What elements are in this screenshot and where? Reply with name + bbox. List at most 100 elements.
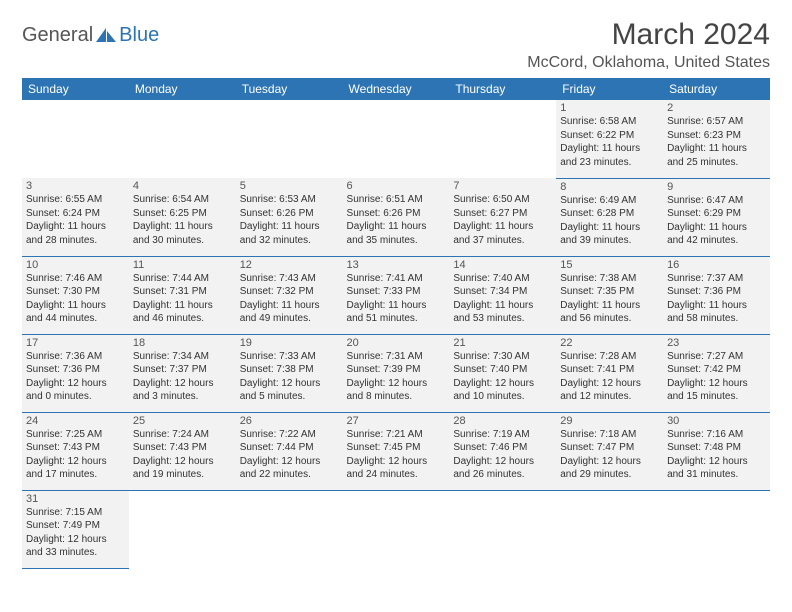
sunset-text: Sunset: 7:40 PM (453, 363, 552, 377)
daylight-text: Daylight: 12 hours and 19 minutes. (133, 455, 232, 482)
calendar-day-cell: 5Sunrise: 6:53 AMSunset: 6:26 PMDaylight… (236, 178, 343, 256)
sunrise-text: Sunrise: 6:50 AM (453, 193, 552, 207)
day-number: 28 (453, 415, 552, 427)
sunset-text: Sunset: 7:36 PM (26, 363, 125, 377)
logo-text-blue: Blue (119, 24, 159, 47)
calendar-day-cell: 19Sunrise: 7:33 AMSunset: 7:38 PMDayligh… (236, 334, 343, 412)
sunrise-text: Sunrise: 7:41 AM (347, 272, 446, 286)
calendar-day-cell: 25Sunrise: 7:24 AMSunset: 7:43 PMDayligh… (129, 412, 236, 490)
day-header: Wednesday (343, 78, 450, 100)
logo-text-general: General (22, 24, 93, 47)
sunrise-text: Sunrise: 6:53 AM (240, 193, 339, 207)
day-header: Tuesday (236, 78, 343, 100)
daylight-text: Daylight: 11 hours and 32 minutes. (240, 220, 339, 247)
day-number: 27 (347, 415, 446, 427)
day-number: 16 (667, 259, 766, 271)
calendar-day-cell (236, 100, 343, 178)
day-number: 17 (26, 337, 125, 349)
daylight-text: Daylight: 12 hours and 22 minutes. (240, 455, 339, 482)
daylight-text: Daylight: 11 hours and 42 minutes. (667, 221, 766, 248)
day-number: 11 (133, 259, 232, 271)
daylight-text: Daylight: 11 hours and 25 minutes. (667, 142, 766, 169)
daylight-text: Daylight: 11 hours and 49 minutes. (240, 299, 339, 326)
calendar-day-cell (449, 100, 556, 178)
day-number: 31 (26, 493, 125, 505)
calendar-day-cell: 1Sunrise: 6:58 AMSunset: 6:22 PMDaylight… (556, 100, 663, 178)
calendar-day-cell: 27Sunrise: 7:21 AMSunset: 7:45 PMDayligh… (343, 412, 450, 490)
sunrise-text: Sunrise: 7:37 AM (667, 272, 766, 286)
sunset-text: Sunset: 7:38 PM (240, 363, 339, 377)
calendar-week-row: 17Sunrise: 7:36 AMSunset: 7:36 PMDayligh… (22, 334, 770, 412)
sunrise-text: Sunrise: 7:28 AM (560, 350, 659, 364)
daylight-text: Daylight: 12 hours and 17 minutes. (26, 455, 125, 482)
calendar-week-row: 31Sunrise: 7:15 AMSunset: 7:49 PMDayligh… (22, 490, 770, 568)
day-header: Friday (556, 78, 663, 100)
daylight-text: Daylight: 11 hours and 37 minutes. (453, 220, 552, 247)
calendar-day-cell: 16Sunrise: 7:37 AMSunset: 7:36 PMDayligh… (663, 256, 770, 334)
calendar-body: 1Sunrise: 6:58 AMSunset: 6:22 PMDaylight… (22, 100, 770, 568)
day-number: 26 (240, 415, 339, 427)
daylight-text: Daylight: 12 hours and 33 minutes. (26, 533, 125, 560)
calendar-day-cell: 24Sunrise: 7:25 AMSunset: 7:43 PMDayligh… (22, 412, 129, 490)
day-header: Monday (129, 78, 236, 100)
calendar-week-row: 3Sunrise: 6:55 AMSunset: 6:24 PMDaylight… (22, 178, 770, 256)
sunset-text: Sunset: 7:30 PM (26, 285, 125, 299)
sunrise-text: Sunrise: 7:33 AM (240, 350, 339, 364)
daylight-text: Daylight: 11 hours and 30 minutes. (133, 220, 232, 247)
sunrise-text: Sunrise: 7:21 AM (347, 428, 446, 442)
calendar-day-cell: 8Sunrise: 6:49 AMSunset: 6:28 PMDaylight… (556, 178, 663, 256)
sunset-text: Sunset: 7:43 PM (133, 441, 232, 455)
daylight-text: Daylight: 12 hours and 0 minutes. (26, 377, 125, 404)
sunset-text: Sunset: 6:23 PM (667, 129, 766, 143)
page-header: General Blue March 2024 McCord, Oklahoma… (22, 18, 770, 72)
day-number: 22 (560, 337, 659, 349)
sunset-text: Sunset: 6:29 PM (667, 207, 766, 221)
sunset-text: Sunset: 7:47 PM (560, 441, 659, 455)
daylight-text: Daylight: 12 hours and 31 minutes. (667, 455, 766, 482)
sunrise-text: Sunrise: 7:43 AM (240, 272, 339, 286)
sunset-text: Sunset: 7:36 PM (667, 285, 766, 299)
daylight-text: Daylight: 11 hours and 51 minutes. (347, 299, 446, 326)
title-block: March 2024 McCord, Oklahoma, United Stat… (527, 18, 770, 72)
sunset-text: Sunset: 7:31 PM (133, 285, 232, 299)
sunrise-text: Sunrise: 7:19 AM (453, 428, 552, 442)
calendar-week-row: 1Sunrise: 6:58 AMSunset: 6:22 PMDaylight… (22, 100, 770, 178)
calendar-day-cell (663, 490, 770, 568)
calendar-day-cell (343, 100, 450, 178)
calendar-week-row: 24Sunrise: 7:25 AMSunset: 7:43 PMDayligh… (22, 412, 770, 490)
daylight-text: Daylight: 11 hours and 35 minutes. (347, 220, 446, 247)
sunset-text: Sunset: 7:45 PM (347, 441, 446, 455)
day-header-row: Sunday Monday Tuesday Wednesday Thursday… (22, 78, 770, 100)
calendar-day-cell: 30Sunrise: 7:16 AMSunset: 7:48 PMDayligh… (663, 412, 770, 490)
day-number: 6 (347, 180, 446, 192)
calendar-day-cell: 4Sunrise: 6:54 AMSunset: 6:25 PMDaylight… (129, 178, 236, 256)
daylight-text: Daylight: 11 hours and 28 minutes. (26, 220, 125, 247)
sunset-text: Sunset: 6:28 PM (560, 207, 659, 221)
sunset-text: Sunset: 7:48 PM (667, 441, 766, 455)
day-number: 21 (453, 337, 552, 349)
day-number: 4 (133, 180, 232, 192)
sunset-text: Sunset: 7:35 PM (560, 285, 659, 299)
day-number: 13 (347, 259, 446, 271)
sunrise-text: Sunrise: 7:40 AM (453, 272, 552, 286)
calendar-day-cell: 11Sunrise: 7:44 AMSunset: 7:31 PMDayligh… (129, 256, 236, 334)
sunrise-text: Sunrise: 6:54 AM (133, 193, 232, 207)
sunrise-text: Sunrise: 7:46 AM (26, 272, 125, 286)
sunset-text: Sunset: 7:34 PM (453, 285, 552, 299)
sunrise-text: Sunrise: 7:38 AM (560, 272, 659, 286)
day-number: 5 (240, 180, 339, 192)
calendar-day-cell: 13Sunrise: 7:41 AMSunset: 7:33 PMDayligh… (343, 256, 450, 334)
calendar-day-cell: 22Sunrise: 7:28 AMSunset: 7:41 PMDayligh… (556, 334, 663, 412)
sunrise-text: Sunrise: 6:57 AM (667, 115, 766, 129)
sunrise-text: Sunrise: 7:34 AM (133, 350, 232, 364)
calendar-day-cell: 21Sunrise: 7:30 AMSunset: 7:40 PMDayligh… (449, 334, 556, 412)
calendar-day-cell: 14Sunrise: 7:40 AMSunset: 7:34 PMDayligh… (449, 256, 556, 334)
sunrise-text: Sunrise: 6:49 AM (560, 194, 659, 208)
calendar-day-cell: 7Sunrise: 6:50 AMSunset: 6:27 PMDaylight… (449, 178, 556, 256)
daylight-text: Daylight: 12 hours and 8 minutes. (347, 377, 446, 404)
sunrise-text: Sunrise: 7:30 AM (453, 350, 552, 364)
day-number: 30 (667, 415, 766, 427)
calendar-day-cell (129, 490, 236, 568)
sunrise-text: Sunrise: 6:47 AM (667, 194, 766, 208)
daylight-text: Daylight: 11 hours and 58 minutes. (667, 299, 766, 326)
